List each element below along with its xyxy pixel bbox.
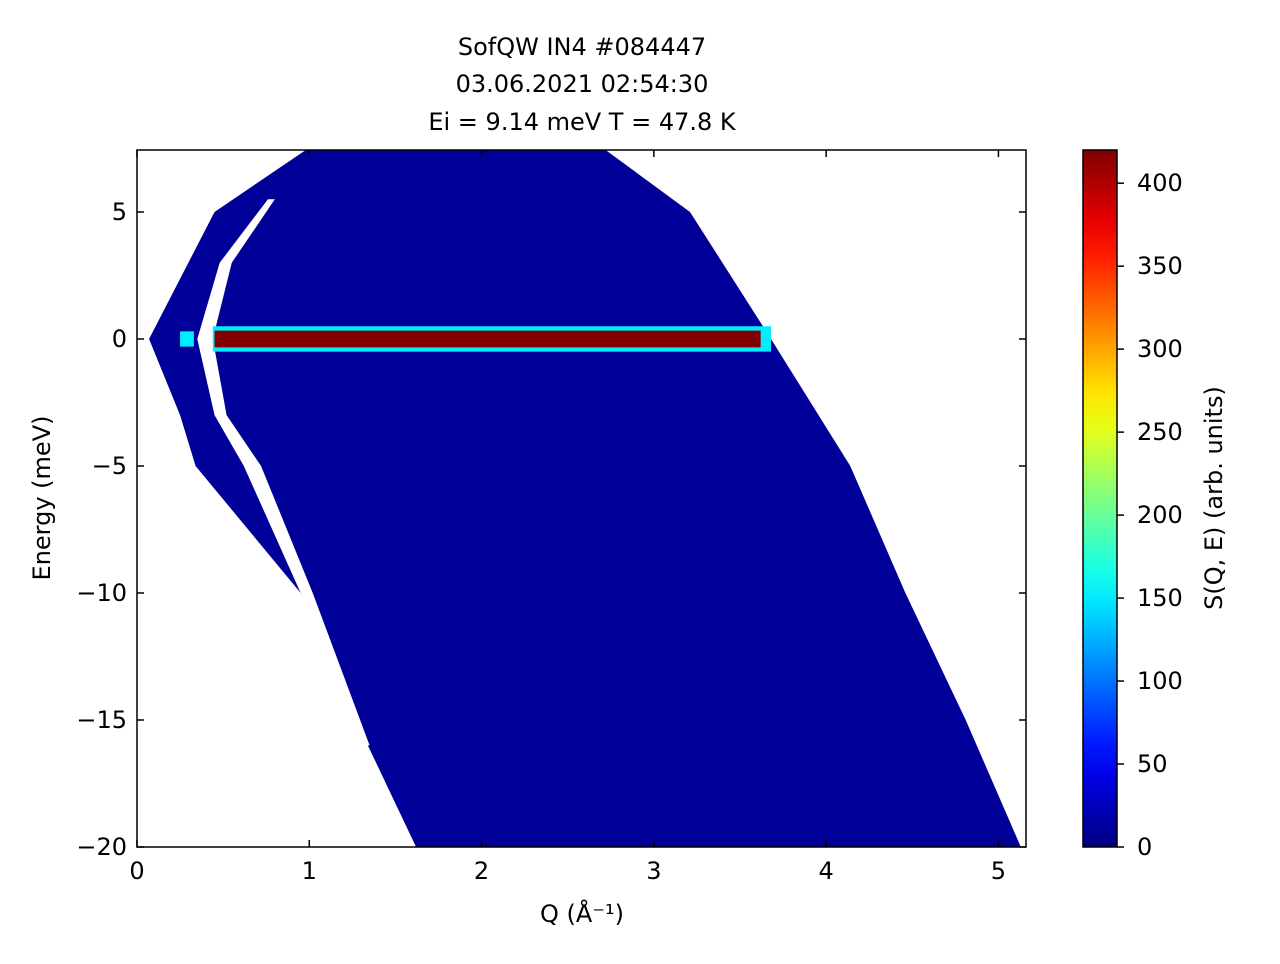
colorbar-tick-label: 0 — [1137, 833, 1152, 861]
intensity-region — [149, 150, 1021, 847]
y-tick-label: −15 — [76, 706, 127, 734]
x-axis-label: Q (Å⁻¹) — [540, 899, 624, 928]
plot-frame — [136, 149, 1027, 848]
x-tick-label: 1 — [302, 857, 317, 885]
y-tick-label: −5 — [92, 452, 127, 480]
intensity-region — [180, 331, 194, 347]
x-tick-label: 2 — [474, 857, 489, 885]
x-tick-label: 4 — [819, 857, 834, 885]
colorbar-tick-label: 150 — [1137, 584, 1183, 612]
colorbar-tick-label: 100 — [1137, 667, 1183, 695]
title-line: 03.06.2021 02:54:30 — [456, 70, 709, 98]
colorbar-tick-label: 200 — [1137, 501, 1183, 529]
y-tick-label: −10 — [76, 579, 127, 607]
y-tick-label: −20 — [76, 833, 127, 861]
x-tick-label: 3 — [646, 857, 661, 885]
title-line: SofQW IN4 #084447 — [458, 33, 706, 61]
colorbar-frame — [1082, 149, 1118, 848]
colorbar-tick-label: 300 — [1137, 335, 1183, 363]
intensity-region — [214, 330, 761, 348]
x-tick-label: 5 — [991, 857, 1006, 885]
y-axis-label: Energy (meV) — [28, 416, 56, 581]
colorbar-tick-label: 350 — [1137, 252, 1183, 280]
colorbar — [1083, 150, 1117, 847]
y-tick-label: 0 — [112, 325, 127, 353]
y-tick-label: 5 — [112, 198, 127, 226]
colorbar-tick-label: 400 — [1137, 169, 1183, 197]
title-line: Ei = 9.14 meV T = 47.8 K — [428, 108, 737, 136]
colorbar-tick-label: 50 — [1137, 750, 1168, 778]
colorbar-label: S(Q, E) (arb. units) — [1200, 386, 1228, 610]
colorbar-tick-label: 250 — [1137, 418, 1183, 446]
x-tick-label: 0 — [129, 857, 144, 885]
